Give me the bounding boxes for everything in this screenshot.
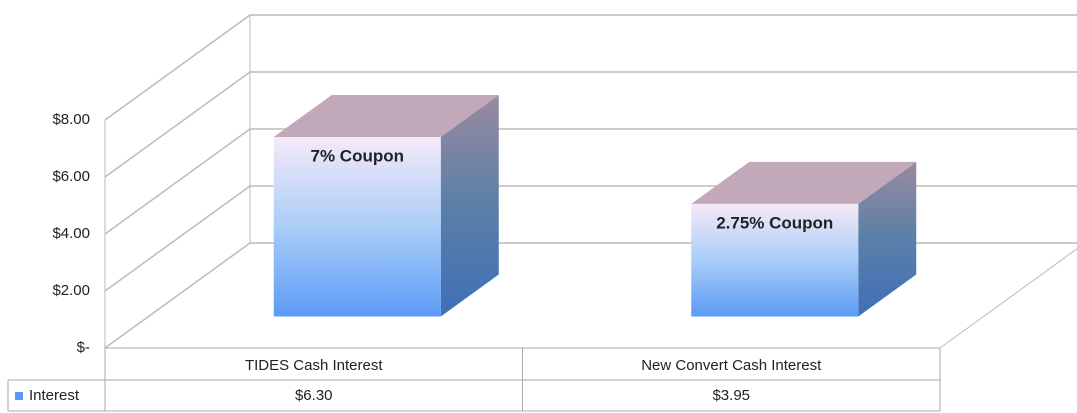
value-label: $6.30: [295, 387, 333, 404]
x-tick-label: New Convert Cash Interest: [641, 357, 822, 374]
y-tick-label: $6.00: [52, 168, 90, 185]
grid-line: [104, 14, 1077, 121]
y-tick-label: $-: [77, 339, 90, 356]
legend-label: Interest: [29, 387, 80, 404]
annotation: 2.75% Coupon: [716, 213, 833, 232]
bar: [273, 94, 499, 317]
bar-side: [440, 94, 499, 317]
floor: [103, 242, 1077, 349]
annotation: 7% Coupon: [311, 146, 405, 165]
x-tick-label: TIDES Cash Interest: [245, 357, 383, 374]
y-tick-label: $8.00: [52, 111, 90, 128]
grid-line: [104, 185, 1077, 292]
grid-line: [104, 71, 1077, 178]
grid-line: [104, 128, 1077, 235]
bar-side: [858, 161, 917, 317]
grid-line: [104, 242, 1077, 349]
bar-front: [273, 136, 441, 317]
y-tick-label: $2.00: [52, 282, 90, 299]
value-label: $3.95: [712, 387, 750, 404]
bar-top: [273, 94, 499, 137]
bar-front: [691, 203, 859, 317]
bar-top: [691, 161, 917, 204]
bar: [691, 161, 917, 317]
legend-swatch: [15, 392, 23, 400]
y-tick-label: $4.00: [52, 225, 90, 242]
